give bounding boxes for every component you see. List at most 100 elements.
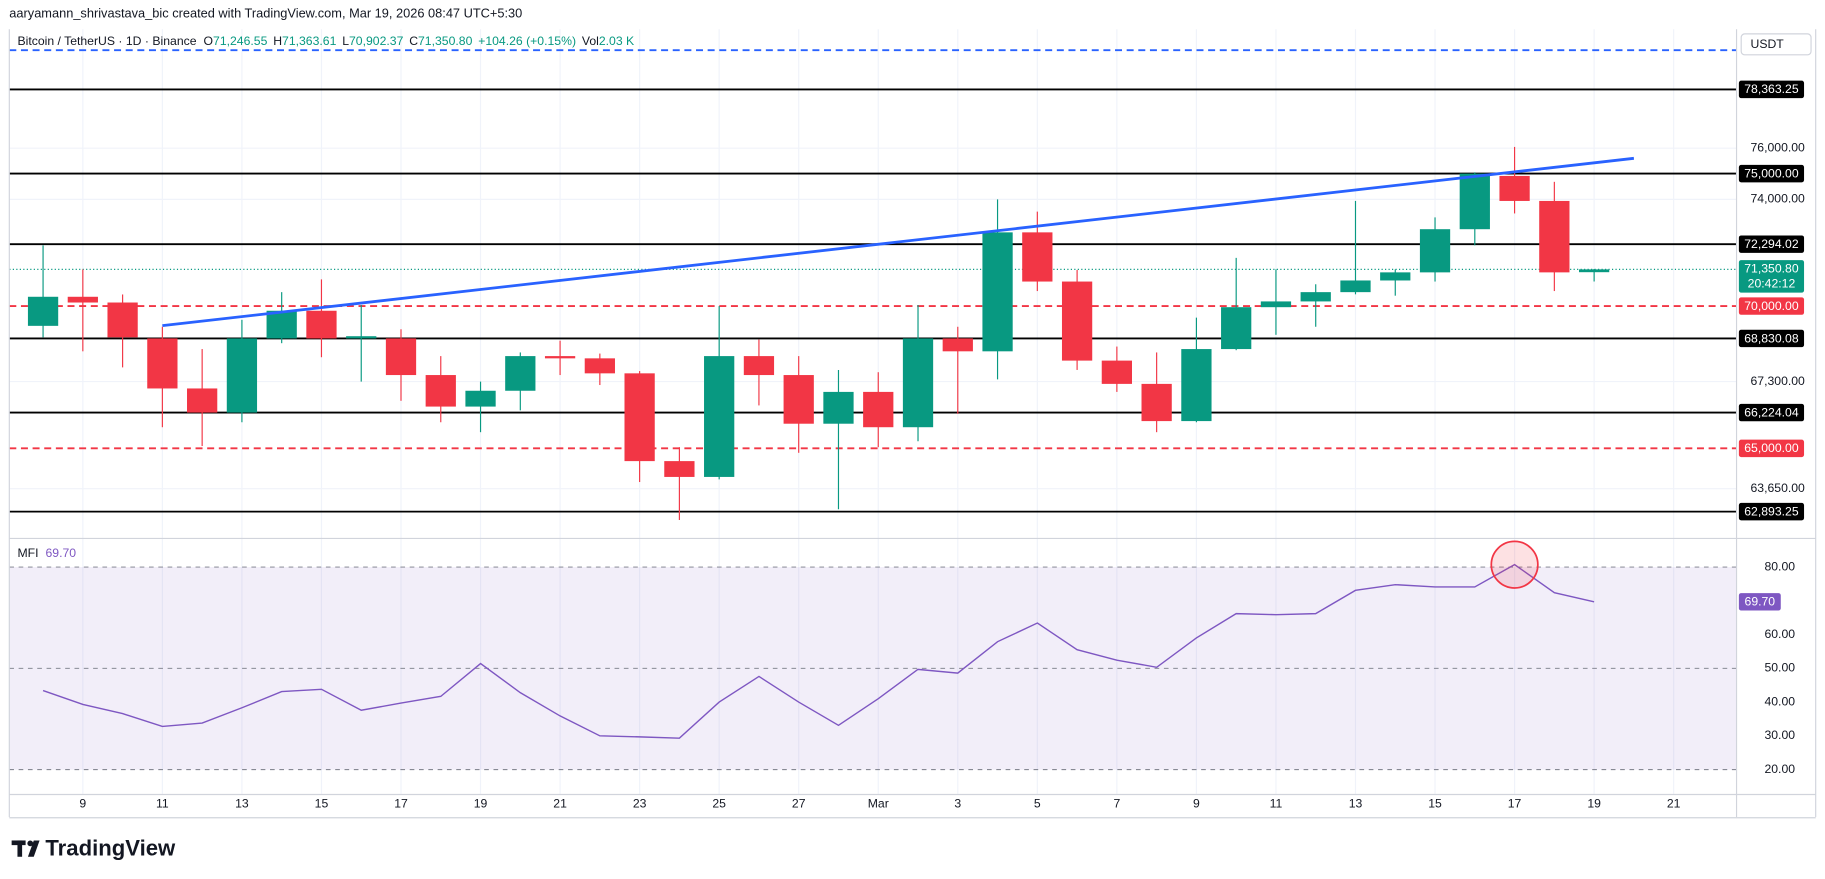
candle-body <box>704 356 735 477</box>
y-tick-label: 63,650.00 <box>1751 481 1806 495</box>
candle-body <box>147 338 178 389</box>
candle-body <box>1260 301 1292 308</box>
x-tick-label: 21 <box>1667 797 1681 811</box>
level-label: 62,893.25 <box>1744 504 1799 518</box>
y-tick-label: 60.00 <box>1764 627 1795 641</box>
level-label: 70,000.00 <box>1744 299 1799 313</box>
x-tick-label: 17 <box>394 797 408 811</box>
candle-body <box>107 302 138 338</box>
legend-title: Bitcoin / TetherUS · 1D · Binance <box>17 34 196 48</box>
legend-key: H <box>273 34 282 48</box>
x-tick-label: 19 <box>1587 797 1601 811</box>
legend-value: 71,246.55 <box>213 34 268 48</box>
x-tick-label: 17 <box>1508 797 1522 811</box>
candle-body <box>1221 307 1252 350</box>
legend-key: O <box>204 34 214 48</box>
y-tick-label: 80.00 <box>1764 559 1795 573</box>
candle-body <box>67 296 98 303</box>
front-layer: aaryamann_shrivastava_bic created with T… <box>8 5 1817 861</box>
candle-body <box>624 373 655 462</box>
candle <box>1022 211 1053 292</box>
candle-body <box>1300 292 1331 302</box>
candle-body <box>226 338 258 413</box>
candle <box>27 245 59 338</box>
candle-body <box>942 338 973 352</box>
candle-body <box>1539 200 1570 273</box>
candle-body <box>902 338 934 428</box>
x-tick-label: 23 <box>633 797 647 811</box>
legend-change: +104.26 (+0.15%) <box>478 34 576 48</box>
candle <box>1499 146 1530 214</box>
legend-key: C <box>409 34 418 48</box>
candle <box>1380 269 1411 296</box>
brand: TradingView <box>45 836 176 861</box>
level-label-box <box>1738 502 1805 521</box>
y-tick-label: 50.00 <box>1764 661 1795 675</box>
candle <box>1181 317 1212 423</box>
y-tick-label: 67,300.00 <box>1751 374 1806 388</box>
candle <box>584 353 615 386</box>
candle-body <box>505 356 536 391</box>
candle <box>187 349 218 447</box>
candle <box>982 199 1013 380</box>
level-label-box <box>1738 329 1805 348</box>
level-label: 75,000.00 <box>1744 166 1799 180</box>
candle <box>664 447 695 520</box>
x-tick-label: 9 <box>1193 797 1200 811</box>
candle <box>1578 269 1610 282</box>
candle-body <box>743 356 775 376</box>
marks-layer <box>27 146 1635 739</box>
currency: USDT <box>1751 37 1785 51</box>
candle-body <box>823 391 854 424</box>
candle-body <box>783 375 814 424</box>
candle <box>743 339 775 406</box>
candle <box>544 340 576 376</box>
y-tick-label: 74,000.00 <box>1751 192 1806 206</box>
candle-body <box>664 461 695 477</box>
x-tick-label: 5 <box>1034 797 1041 811</box>
candle <box>465 381 496 433</box>
x-tick-label: 15 <box>315 797 329 811</box>
candle <box>1260 269 1292 335</box>
x-tick-label: 25 <box>712 797 726 811</box>
countdown: 20:42:12 <box>1748 277 1796 291</box>
attribution: aaryamann_shrivastava_bic created with T… <box>9 5 522 20</box>
logo-shape <box>27 840 34 847</box>
candle-body <box>1141 383 1172 422</box>
level-label-box <box>1738 164 1805 183</box>
candle-body <box>27 296 59 326</box>
candle <box>902 304 934 442</box>
candle <box>1419 217 1451 282</box>
level-label-box <box>1738 439 1805 458</box>
candle <box>385 329 417 401</box>
candle <box>147 326 178 428</box>
legend-key: Vol <box>582 34 599 48</box>
legend-value: 71,350.80 <box>418 34 473 48</box>
x-tick-label: 15 <box>1428 797 1442 811</box>
candle-body <box>1419 229 1451 273</box>
candle-body <box>584 358 615 374</box>
legend: Bitcoin / TetherUS · 1D · Binance O71,246… <box>17 34 635 48</box>
level-label: 72,294.02 <box>1744 237 1799 251</box>
mfi-last-label: 69.70 <box>1745 595 1776 609</box>
mfi-line <box>42 563 1595 739</box>
level-label-box <box>1738 297 1805 315</box>
candle-body <box>1181 349 1212 422</box>
x-tick-label: 11 <box>156 797 169 811</box>
highlight-circle <box>1490 540 1539 589</box>
level-label-box <box>1738 403 1805 422</box>
candle <box>823 369 854 510</box>
candle <box>107 294 138 368</box>
candle <box>1539 181 1570 292</box>
level-label: 78,363.25 <box>1744 82 1799 96</box>
candle-body <box>1061 281 1093 361</box>
candle <box>1340 200 1371 295</box>
legend-value: 2.03 K <box>599 34 635 48</box>
candle <box>1300 284 1331 327</box>
level-label: 68,830.08 <box>1744 331 1799 345</box>
candle <box>863 372 894 448</box>
x-tick-label: 19 <box>474 797 488 811</box>
trendline <box>162 156 1635 328</box>
